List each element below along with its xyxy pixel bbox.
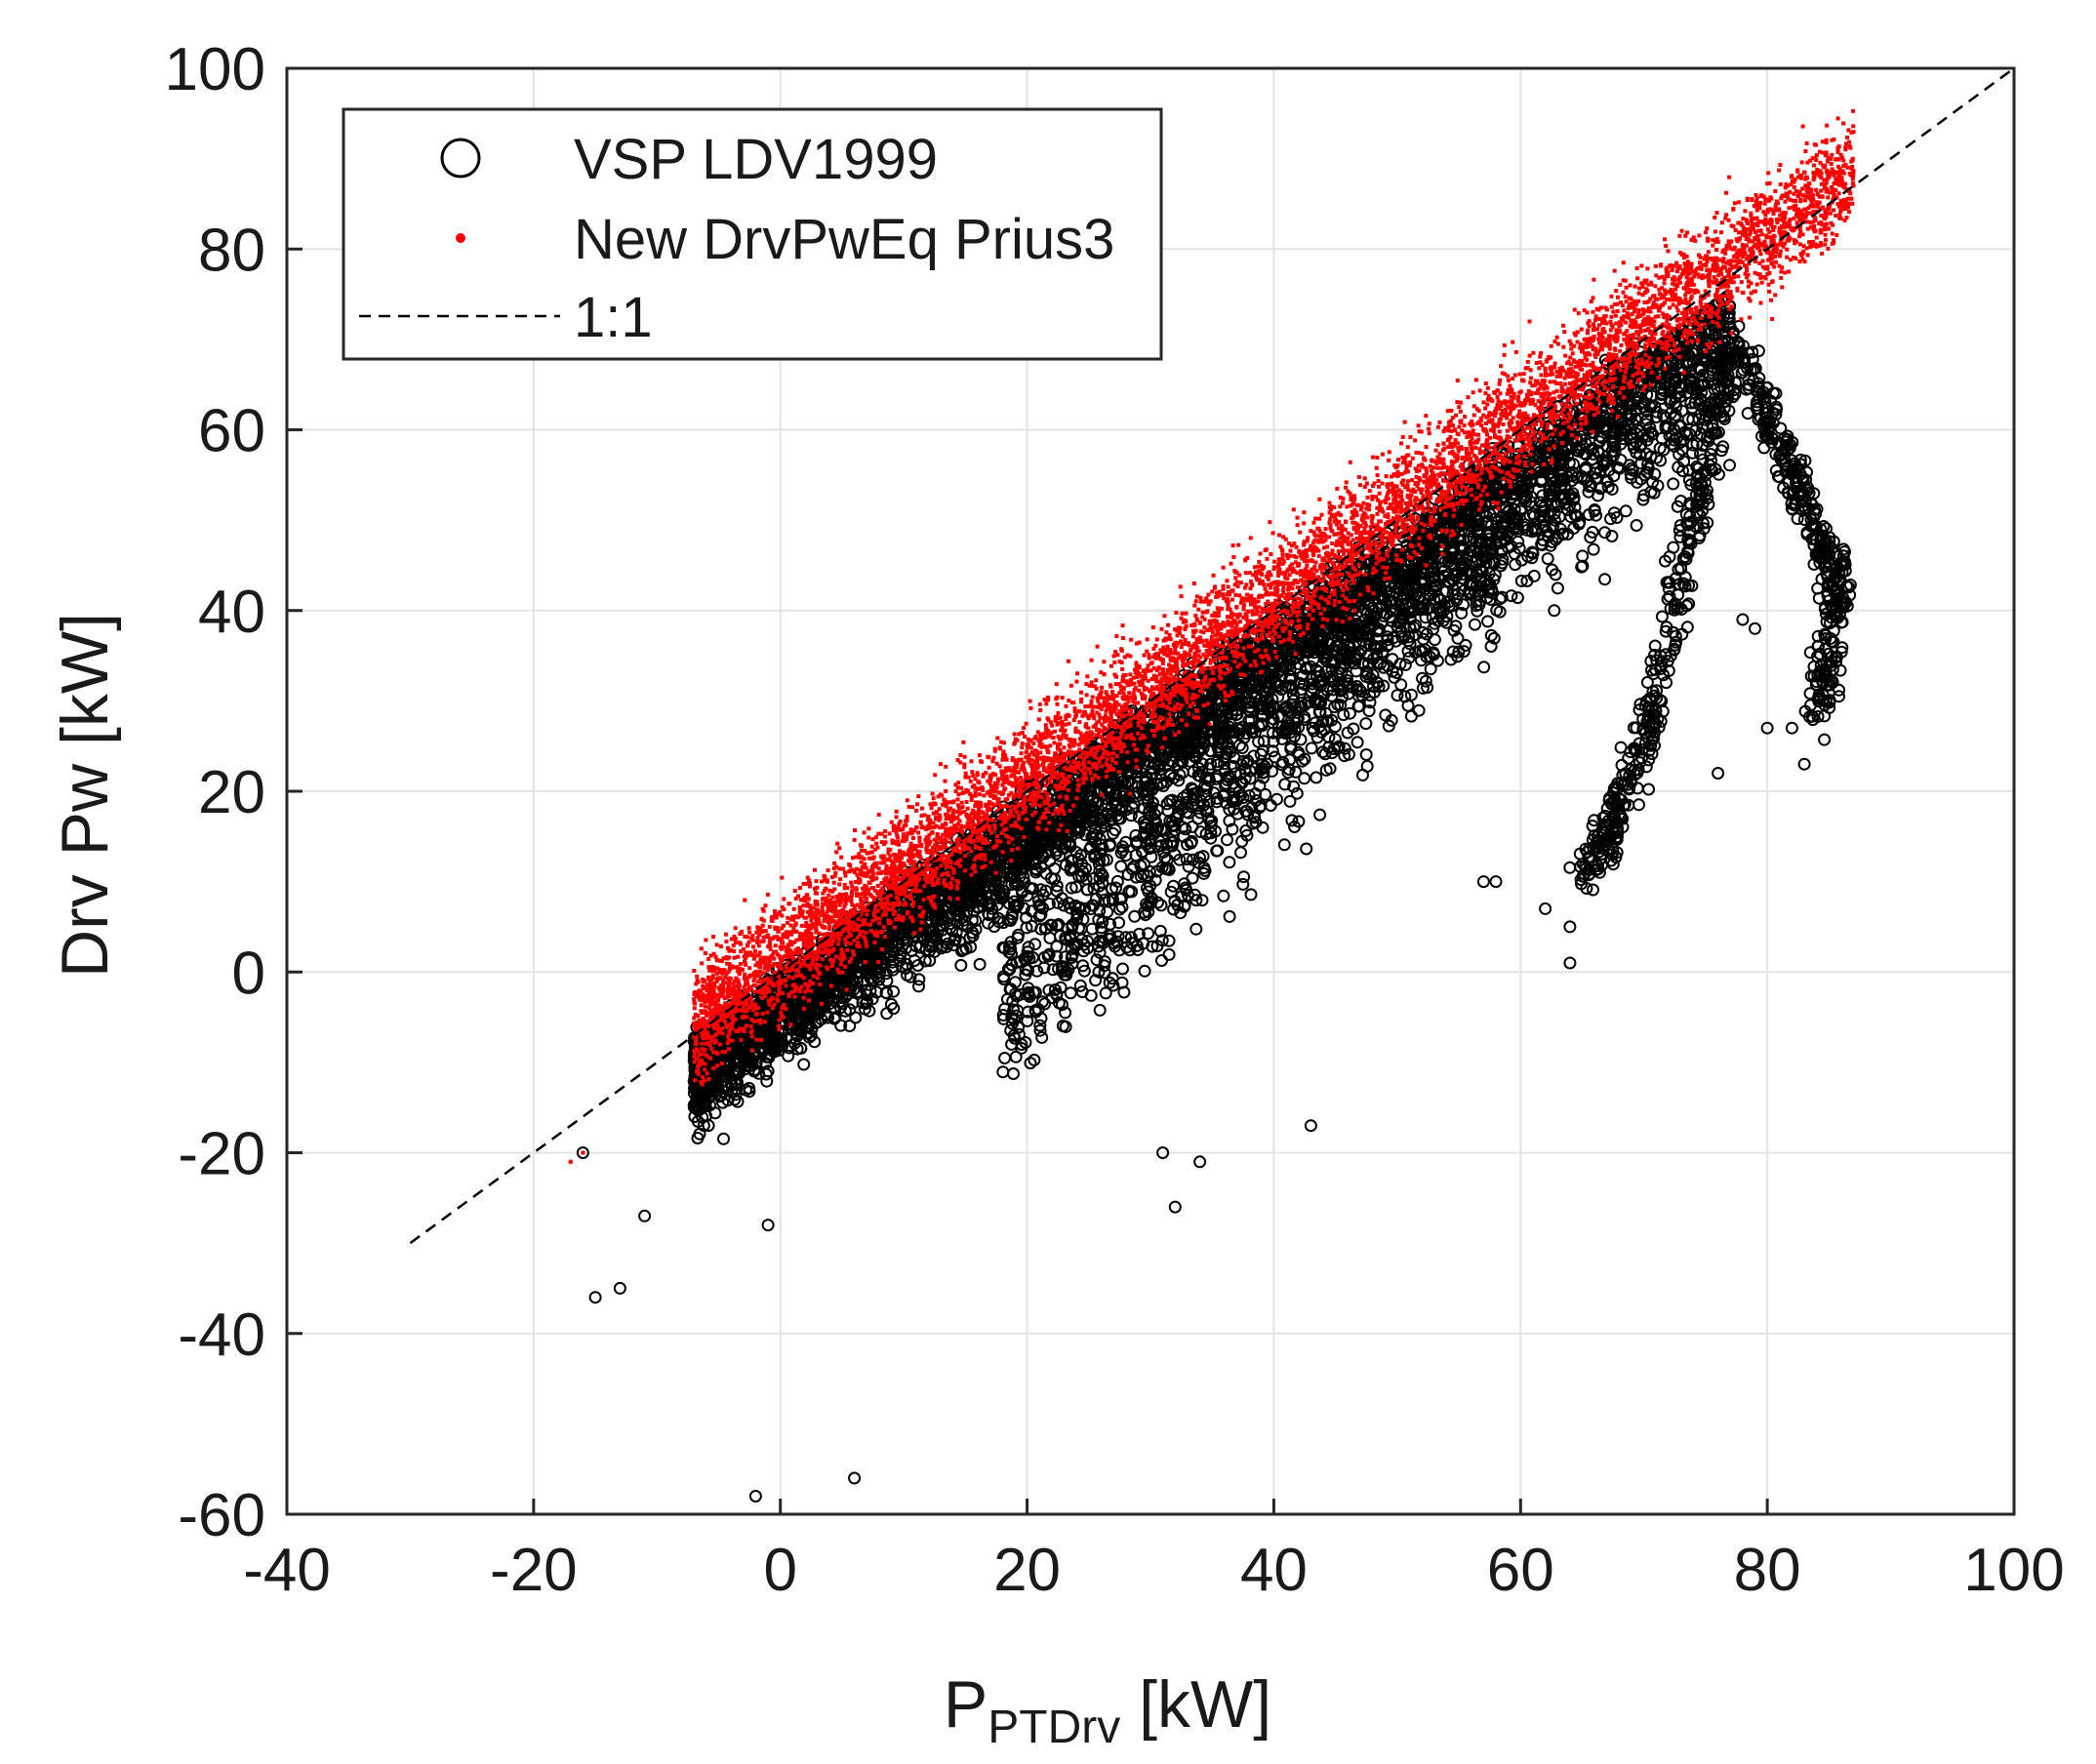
vsp-point-407	[1667, 477, 1680, 491]
vsp-point-249	[1296, 669, 1310, 683]
vsp-point-3708	[849, 1011, 863, 1024]
vsp-point-3796	[1630, 519, 1643, 532]
vsp-point-241	[1505, 589, 1518, 603]
vsp-point-4573	[1619, 504, 1632, 518]
vsp-point-334	[1598, 526, 1612, 540]
vsp-point-2791	[912, 980, 925, 993]
vsp-point-2944	[973, 957, 987, 971]
vsp-point-2860	[717, 1132, 730, 1145]
vsp-point-37	[912, 973, 926, 986]
vsp-point-3906	[1551, 581, 1564, 595]
vsp-point-2165	[1493, 605, 1507, 619]
vsp-point-2096	[1484, 628, 1498, 642]
vsp-point-982	[1587, 542, 1600, 556]
vsp-point-4512	[797, 1058, 811, 1071]
vsp-point-2173	[954, 958, 968, 972]
vsp-point-139	[1541, 552, 1554, 566]
vsp-point-2309	[1723, 459, 1736, 472]
vsp-point-730	[1681, 413, 1695, 426]
vsp-point-4540	[1108, 823, 1122, 837]
vsp-point-1316	[1598, 573, 1612, 586]
